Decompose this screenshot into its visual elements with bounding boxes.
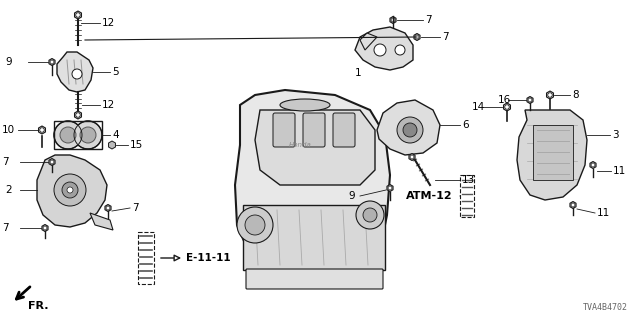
Circle shape bbox=[363, 208, 377, 222]
Text: 11: 11 bbox=[613, 166, 627, 176]
Text: E-11-11: E-11-11 bbox=[186, 253, 230, 263]
Polygon shape bbox=[49, 59, 55, 66]
Circle shape bbox=[76, 13, 80, 17]
Circle shape bbox=[403, 123, 417, 137]
Text: 6: 6 bbox=[462, 120, 468, 130]
Circle shape bbox=[54, 174, 86, 206]
Circle shape bbox=[391, 18, 395, 22]
Polygon shape bbox=[409, 154, 415, 161]
Circle shape bbox=[571, 203, 575, 207]
Polygon shape bbox=[527, 97, 533, 103]
Text: FR.: FR. bbox=[28, 301, 49, 311]
Circle shape bbox=[60, 127, 76, 143]
Ellipse shape bbox=[280, 99, 330, 111]
Circle shape bbox=[591, 163, 595, 167]
Polygon shape bbox=[74, 11, 81, 19]
Polygon shape bbox=[37, 155, 107, 227]
Text: 7: 7 bbox=[132, 203, 139, 213]
Polygon shape bbox=[90, 213, 113, 230]
Polygon shape bbox=[377, 100, 440, 155]
FancyBboxPatch shape bbox=[273, 113, 295, 147]
Circle shape bbox=[106, 206, 110, 210]
Text: 7: 7 bbox=[425, 15, 431, 25]
Bar bbox=[68, 125, 88, 145]
Bar bbox=[533, 125, 573, 180]
Text: TVA4B4702: TVA4B4702 bbox=[583, 303, 628, 312]
Text: 1: 1 bbox=[355, 68, 362, 78]
Circle shape bbox=[505, 105, 509, 109]
Polygon shape bbox=[109, 141, 115, 149]
Circle shape bbox=[43, 226, 47, 230]
Polygon shape bbox=[390, 17, 396, 23]
FancyBboxPatch shape bbox=[333, 113, 355, 147]
Circle shape bbox=[548, 93, 552, 97]
Circle shape bbox=[74, 121, 102, 149]
Circle shape bbox=[395, 45, 405, 55]
Polygon shape bbox=[414, 34, 420, 41]
Text: 14: 14 bbox=[472, 102, 485, 112]
Polygon shape bbox=[547, 91, 554, 99]
Text: 12: 12 bbox=[102, 18, 115, 28]
Circle shape bbox=[84, 131, 92, 139]
Circle shape bbox=[40, 128, 44, 132]
Text: 16: 16 bbox=[498, 95, 511, 105]
Text: 8: 8 bbox=[572, 90, 579, 100]
FancyBboxPatch shape bbox=[246, 269, 383, 289]
Polygon shape bbox=[504, 103, 511, 111]
Text: 11: 11 bbox=[597, 208, 611, 218]
Polygon shape bbox=[360, 33, 377, 50]
Circle shape bbox=[397, 117, 423, 143]
Circle shape bbox=[388, 186, 392, 190]
Polygon shape bbox=[42, 225, 48, 231]
Text: 9: 9 bbox=[5, 57, 12, 67]
Polygon shape bbox=[57, 52, 93, 92]
Text: 12: 12 bbox=[102, 100, 115, 110]
FancyBboxPatch shape bbox=[138, 232, 154, 284]
FancyBboxPatch shape bbox=[303, 113, 325, 147]
Bar bbox=[243, 205, 385, 270]
Text: 7: 7 bbox=[2, 157, 8, 167]
Circle shape bbox=[415, 35, 419, 39]
Circle shape bbox=[54, 121, 82, 149]
Polygon shape bbox=[387, 185, 393, 191]
Polygon shape bbox=[517, 110, 587, 200]
Circle shape bbox=[410, 155, 414, 159]
Text: 2: 2 bbox=[5, 185, 12, 195]
Circle shape bbox=[67, 187, 73, 193]
Text: 7: 7 bbox=[442, 32, 449, 42]
Text: 5: 5 bbox=[112, 67, 118, 77]
Text: 3: 3 bbox=[612, 130, 619, 140]
Circle shape bbox=[374, 44, 386, 56]
Circle shape bbox=[50, 60, 54, 64]
Text: 9: 9 bbox=[348, 191, 355, 201]
Circle shape bbox=[72, 69, 82, 79]
Circle shape bbox=[237, 207, 273, 243]
Text: ATM-12: ATM-12 bbox=[406, 191, 452, 201]
Circle shape bbox=[64, 131, 72, 139]
Polygon shape bbox=[49, 158, 55, 165]
Polygon shape bbox=[38, 126, 45, 134]
Polygon shape bbox=[235, 90, 390, 283]
Polygon shape bbox=[570, 202, 576, 209]
Polygon shape bbox=[355, 27, 413, 70]
Circle shape bbox=[62, 182, 78, 198]
Text: 4: 4 bbox=[112, 130, 118, 140]
Circle shape bbox=[528, 98, 532, 102]
Polygon shape bbox=[74, 111, 81, 119]
Polygon shape bbox=[590, 162, 596, 169]
Text: 15: 15 bbox=[130, 140, 143, 150]
Text: Honda: Honda bbox=[289, 142, 312, 148]
Circle shape bbox=[356, 201, 384, 229]
Circle shape bbox=[80, 127, 96, 143]
FancyBboxPatch shape bbox=[460, 175, 474, 217]
Text: 10: 10 bbox=[2, 125, 15, 135]
Text: 13: 13 bbox=[462, 175, 476, 185]
Circle shape bbox=[50, 160, 54, 164]
Polygon shape bbox=[105, 204, 111, 212]
Circle shape bbox=[245, 215, 265, 235]
Polygon shape bbox=[255, 110, 375, 185]
Circle shape bbox=[76, 113, 80, 117]
Text: 7: 7 bbox=[2, 223, 8, 233]
